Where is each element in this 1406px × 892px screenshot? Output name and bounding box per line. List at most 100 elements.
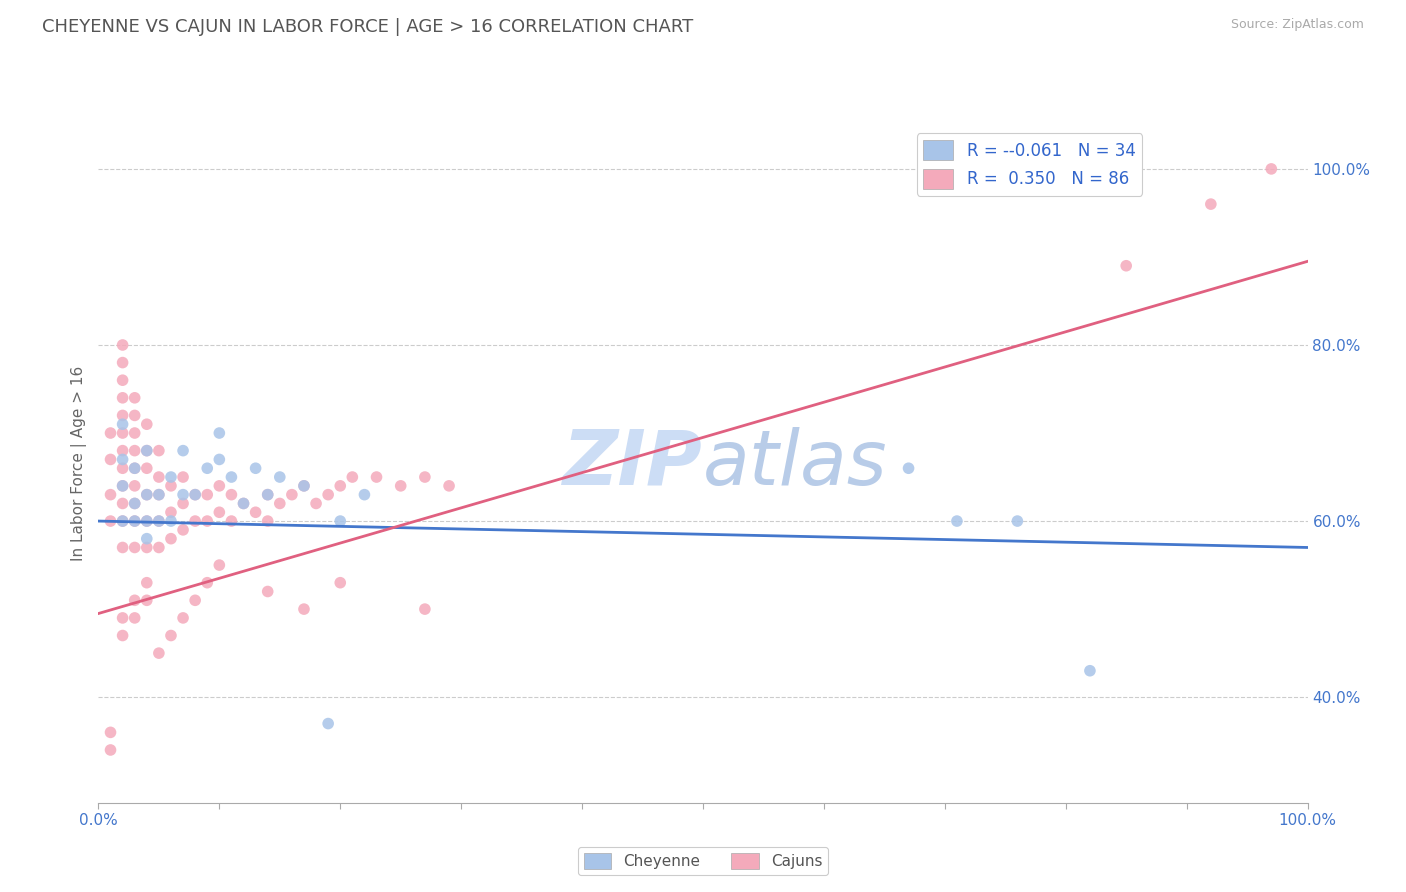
Point (292, 479, 315, 493)
Text: Source: ZipAtlas.com: Source: ZipAtlas.com (1230, 18, 1364, 31)
Point (160, 514, 183, 528)
Point (124, 391, 146, 405)
Point (1260, 161, 1282, 176)
Point (135, 541, 157, 555)
Point (269, 496, 291, 510)
Point (256, 584, 278, 599)
Point (148, 443, 170, 458)
Point (100, 452, 122, 467)
Point (135, 443, 157, 458)
Point (111, 338, 134, 352)
Point (111, 391, 134, 405)
Point (148, 541, 170, 555)
Point (111, 417, 134, 432)
Point (135, 417, 157, 432)
Point (221, 514, 243, 528)
Point (148, 514, 170, 528)
Point (160, 470, 183, 484)
Point (160, 628, 183, 642)
Point (111, 611, 134, 625)
Point (269, 470, 291, 484)
Point (135, 461, 157, 475)
Point (135, 514, 157, 528)
Point (1078, 664, 1101, 678)
Point (208, 558, 231, 573)
Text: CHEYENNE VS CAJUN IN LABOR FORCE | AGE > 16 CORRELATION CHART: CHEYENNE VS CAJUN IN LABOR FORCE | AGE >… (42, 18, 693, 36)
Point (281, 488, 304, 502)
Point (316, 716, 339, 731)
Point (329, 479, 352, 493)
Point (329, 575, 352, 590)
Point (172, 443, 194, 458)
Point (208, 425, 231, 440)
Point (366, 470, 388, 484)
Point (148, 470, 170, 484)
Point (184, 593, 207, 607)
Point (100, 425, 122, 440)
Point (172, 611, 194, 625)
Point (111, 425, 134, 440)
Point (329, 514, 352, 528)
Point (100, 725, 122, 739)
Point (232, 496, 254, 510)
Point (389, 479, 412, 493)
Point (897, 461, 920, 475)
Point (111, 479, 134, 493)
Point (111, 479, 134, 493)
Point (208, 452, 231, 467)
Point (221, 488, 243, 502)
Point (1115, 259, 1137, 273)
Y-axis label: In Labor Force | Age > 16: In Labor Force | Age > 16 (72, 367, 87, 561)
Point (342, 470, 364, 484)
Point (437, 479, 460, 493)
Point (184, 488, 207, 502)
Point (946, 514, 969, 528)
Point (111, 443, 134, 458)
Point (124, 443, 146, 458)
Point (256, 488, 278, 502)
Point (124, 541, 146, 555)
Point (1199, 197, 1222, 211)
Point (111, 452, 134, 467)
Point (245, 505, 267, 519)
Point (184, 514, 207, 528)
Point (221, 470, 243, 484)
Point (160, 532, 183, 546)
Point (111, 496, 134, 510)
Point (124, 514, 146, 528)
Point (148, 488, 170, 502)
Point (413, 602, 436, 616)
Point (111, 628, 134, 642)
Point (100, 743, 122, 757)
Point (184, 488, 207, 502)
Point (135, 488, 157, 502)
Point (124, 611, 146, 625)
Point (124, 425, 146, 440)
Point (148, 488, 170, 502)
Point (160, 505, 183, 519)
Point (100, 514, 122, 528)
Point (148, 514, 170, 528)
Legend: R = --0.061   N = 34, R =  0.350   N = 86: R = --0.061 N = 34, R = 0.350 N = 86 (917, 133, 1142, 195)
Legend: Cheyenne, Cajuns: Cheyenne, Cajuns (578, 847, 828, 875)
Point (316, 488, 339, 502)
Point (135, 593, 157, 607)
Text: atlas: atlas (703, 427, 887, 500)
Point (172, 470, 194, 484)
Point (135, 443, 157, 458)
Point (124, 496, 146, 510)
Point (195, 514, 218, 528)
Point (124, 496, 146, 510)
Point (232, 496, 254, 510)
Point (135, 532, 157, 546)
Point (245, 461, 267, 475)
Point (413, 470, 436, 484)
Point (292, 479, 315, 493)
Point (195, 488, 218, 502)
Point (195, 575, 218, 590)
Point (353, 488, 375, 502)
Point (124, 479, 146, 493)
Point (148, 646, 170, 660)
Point (111, 355, 134, 369)
Point (111, 461, 134, 475)
